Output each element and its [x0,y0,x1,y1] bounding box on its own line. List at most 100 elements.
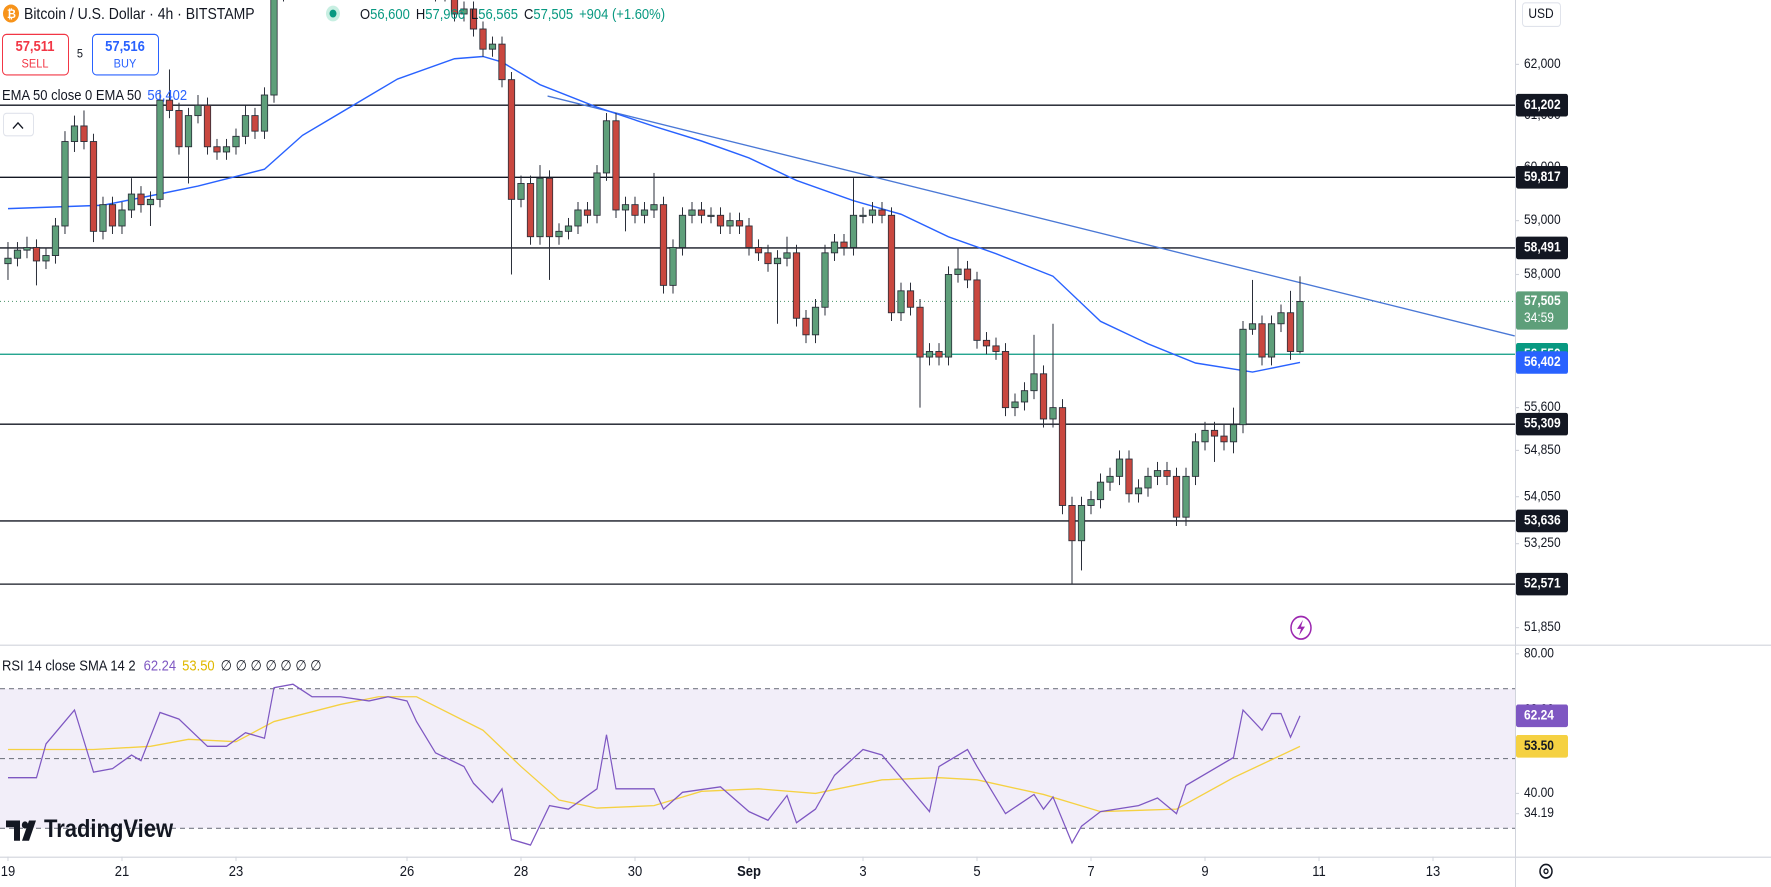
candle-body [1248,323,1257,330]
ohlc-key: H [416,5,425,22]
level-label: 53,636 [1524,512,1561,528]
candle-body [574,209,582,227]
candle-body [156,99,164,200]
candle-body [906,290,915,308]
candle-body [1153,470,1162,477]
candle-body [802,317,810,336]
ohlc-key: L [471,5,479,22]
settings-hub [1543,868,1549,875]
candle-body [745,225,753,248]
spread: 5 [77,47,84,61]
collapse-button[interactable] [3,112,34,137]
candle-body [241,115,250,137]
rsi-tick-label: 40.00 [1524,784,1554,800]
candle-body [963,268,972,281]
ema-badge-label: 56,402 [1524,353,1561,369]
rsi-badge-label: 62.24 [1524,707,1555,723]
ema-name: EMA 50 close 0 EMA 50 [2,86,142,103]
candle-body [897,290,905,314]
market-status-dot [329,9,337,18]
trendline [547,95,1515,337]
candle-body [954,268,962,275]
price-badges: 61,20259,81758,49156,55055,30953,63652,5… [1516,93,1568,758]
sell-label: SELL [22,57,49,71]
alert-bolt [1297,619,1305,636]
candle-body [222,146,231,153]
buy-button[interactable] [92,33,159,76]
rsi-legend: RSI 14 close SMA 14 2 62.24 53.50 ∅ ∅ ∅ ∅ ∅… [2,656,322,673]
candle-body [783,252,791,259]
candle-body [659,204,668,286]
brand-dot [21,821,29,829]
ohlc-legend: O56,600 H57,966 L56,565 C57,505 +904 (+1.60%… [360,5,665,22]
candle-body [1182,475,1190,518]
candle-body [517,183,525,200]
candle-body [944,274,953,358]
candle-body [555,230,563,238]
candle-body [735,220,744,227]
axes: 62,00061,00060,00059,00058,00055,60054,8… [1,55,1561,879]
y-tick-label: 58,000 [1524,265,1561,281]
sma-value: 53.50 [182,656,215,673]
candle-body [669,246,677,286]
candle-body [859,214,867,217]
y-tick-label: 51,850 [1524,618,1561,634]
x-tick-label: 3 [859,862,867,879]
currency-button[interactable] [1522,2,1561,28]
candle-body [1144,475,1152,489]
x-tick-label: Sep [737,862,761,879]
candle-body [612,120,620,211]
candle-body [1163,470,1171,477]
ohlc-key: O [360,5,370,22]
candle-body [697,209,706,216]
candle-body [1115,458,1124,477]
candle-body [792,252,801,319]
candle-body [1191,441,1200,477]
candle-body [1134,487,1143,495]
price-pane [0,0,1515,585]
candle-body [973,279,981,341]
candle-body [450,0,459,15]
settings-icon[interactable] [1539,863,1553,879]
candle-body [602,120,611,174]
x-tick-label: 28 [514,862,529,879]
level-label: 58,491 [1524,239,1561,255]
candle-body [583,209,592,216]
candle-body [127,193,136,211]
candle-body [4,257,12,265]
level-badge [1516,236,1568,260]
ema-badge [1516,351,1568,374]
rsi-title: RSI 14 close SMA 14 2 [2,656,136,673]
candle-body [184,115,193,148]
candle-body [137,193,145,206]
candle-body [42,255,50,262]
candle-body [270,0,278,96]
candle-body [992,345,1000,352]
candle-body [545,177,554,238]
x-tick-label: 9 [1201,862,1209,879]
level-badge [1516,572,1568,596]
candle-body [982,339,991,347]
ohlc-value: 57,966 [425,5,465,22]
candle-body [1106,475,1114,483]
candle-body [764,252,772,265]
candle-body [1220,435,1228,443]
buy-label: BUY [114,57,137,71]
candle-body [773,257,782,265]
ema-value: 56,402 [147,86,187,103]
candle-body [1286,312,1295,352]
rsi-pane [0,683,1515,846]
candle-body [621,204,630,211]
level-label: 52,571 [1524,575,1561,591]
brand-mark [6,820,36,841]
level-badge [1516,93,1568,117]
sell-button[interactable] [2,33,69,76]
candle-body [1296,301,1304,352]
candle-body [51,225,60,256]
candle-body [925,351,934,358]
candle-body [726,220,734,227]
candle-body [194,104,202,117]
candle-body [868,209,877,216]
candle-body [1201,429,1209,443]
candle-body [840,241,848,248]
